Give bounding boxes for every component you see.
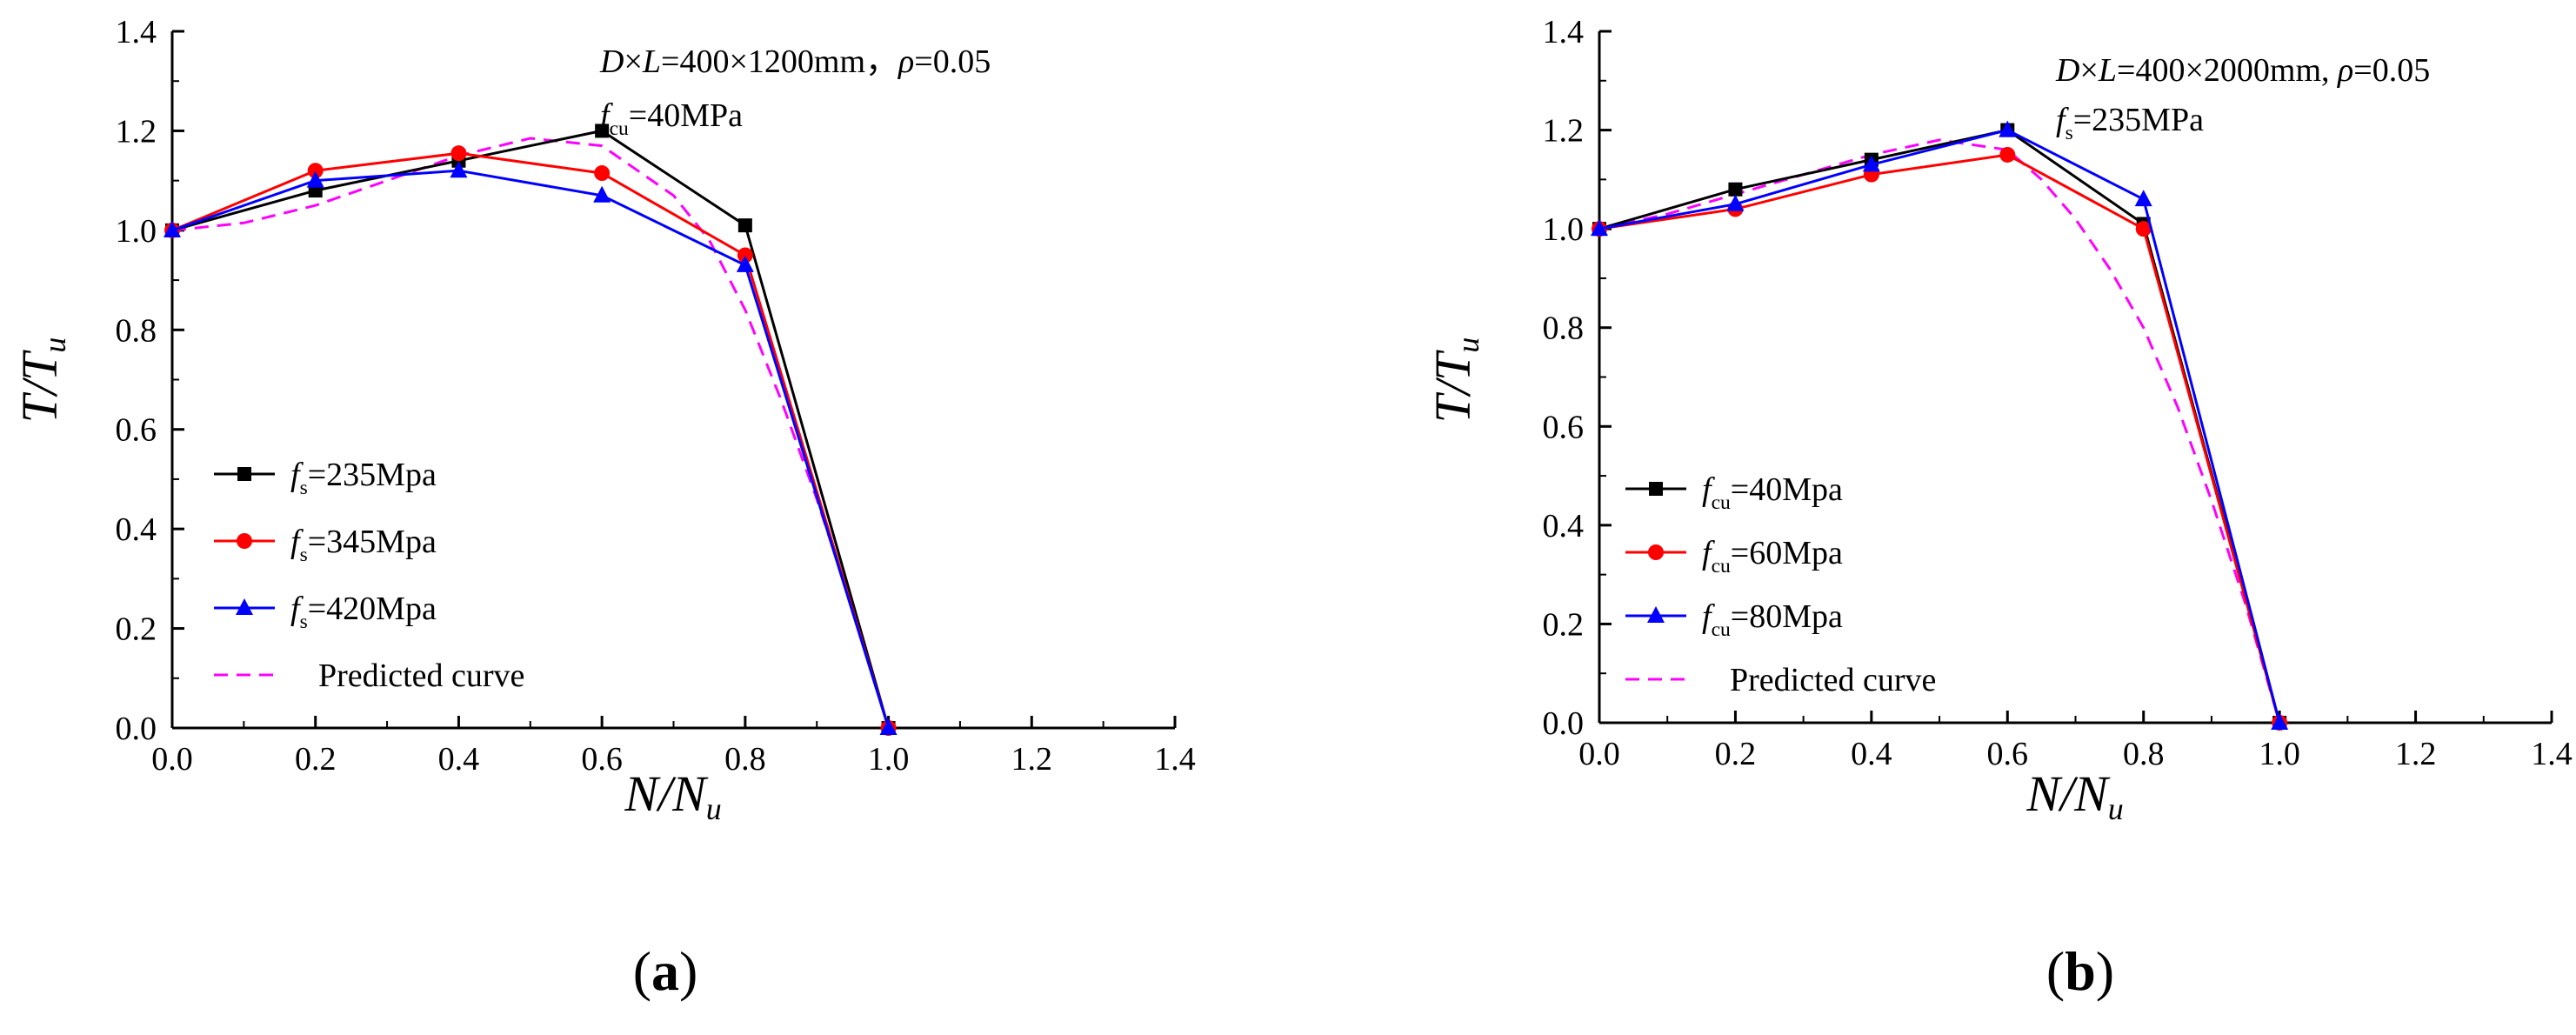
- panel-a-series-3-point: [736, 255, 754, 272]
- panel-a-predicted-curve: [171, 137, 891, 729]
- panel-b-series-3-point: [1591, 219, 1608, 237]
- panel-b-legend-marker: [1647, 606, 1665, 623]
- panel-a-legend: fs=235Mpa fs=345Mpa fs=420Mpa Predicted cur…: [214, 457, 524, 694]
- panel-a-series-3-point: [306, 170, 324, 188]
- panel-b-legend-label: fcu=40Mpa: [1702, 471, 1843, 514]
- panel-a-x-tick-label: 1.4: [1154, 741, 1196, 778]
- panel-a-y-tick-label: 1.2: [116, 113, 157, 150]
- panel-a-legend-label: Predicted curve: [318, 658, 524, 694]
- panel-a-series-3-point: [450, 161, 468, 178]
- panel-b-legend-marker: [1649, 482, 1663, 496]
- panel-b-x-tick-label: 0.6: [1987, 736, 2029, 772]
- panel-a: 0.0 0.2 0.4 0.6 0.8 1.0 1.2 1.4 0.0 0.2 0.4 0.6 0.8 1…: [11, 14, 1196, 1002]
- panel-b-series-1-point: [1728, 182, 1743, 197]
- panel-a-x-axis-title: N/Nu: [624, 765, 721, 826]
- panel-b-x-tick-label: 1.4: [2531, 736, 2573, 772]
- panel-a-y-tick-label: 1.4: [116, 14, 157, 50]
- panel-b-series-2-point: [2135, 221, 2152, 237]
- panel-b-x-tick-label: 0.4: [1851, 736, 1892, 772]
- panel-a-y-axis-title: T/Tu: [11, 337, 72, 424]
- panel-a-series-2-point: [737, 247, 753, 264]
- panel-a-x-tick-label: 0.2: [295, 741, 337, 778]
- panel-a-x-tick-label: 0.0: [151, 741, 193, 778]
- panel-a-series-2-point: [594, 165, 611, 182]
- panel-a-y-tick-label: 0.6: [116, 412, 157, 449]
- panel-a-annotation: D×L=400×1200mm，ρ=0.05: [599, 43, 991, 80]
- panel-a-series-3-point: [164, 220, 181, 237]
- panel-a-y-tick-label: 0.2: [116, 611, 157, 648]
- panel-a-x-tick-label: 0.6: [581, 741, 623, 778]
- panel-b-label: (b): [2046, 940, 2114, 1002]
- panel-b-y-tick-label: 0.6: [1543, 409, 1585, 445]
- panel-b-series-3: [1591, 120, 2289, 730]
- panel-b-y-axis-title: T/Tu: [1425, 337, 1485, 424]
- panel-b-y-tick-label: 0.2: [1543, 606, 1585, 643]
- panel-b-series-2: [1592, 146, 2288, 731]
- panel-b-series-3-point: [2271, 713, 2289, 730]
- panel-b-x-tick-label: 0.2: [1715, 736, 1757, 772]
- panel-a-legend-label: fs=235Mpa: [290, 457, 437, 499]
- panel-a-series-3: [164, 161, 898, 735]
- panel-b-x-tick-label: 1.2: [2395, 736, 2437, 772]
- panel-b-legend-marker: [1648, 544, 1664, 560]
- panel-b-series-3-point: [1999, 120, 2017, 137]
- panel-a-series-3-point: [593, 185, 611, 203]
- panel-a-legend-marker: [237, 533, 252, 549]
- panel-a-y-tick-label: 1.0: [116, 213, 157, 250]
- panel-b-x-tick-label: 0.8: [2123, 736, 2165, 772]
- panel-b-series-3-line: [1598, 129, 2281, 724]
- panel-b-legend-label: Predicted curve: [1730, 662, 1936, 698]
- panel-a-series-2-point: [450, 145, 467, 162]
- panel-b-series-2-point: [1999, 146, 2016, 163]
- panel-a-y-tick-label: 0.8: [116, 312, 157, 349]
- panel-b-x-axis-title: N/Nu: [2025, 765, 2123, 826]
- panel-b-y-tick-label: 0.0: [1543, 705, 1585, 742]
- panel-b-series-3-point: [1726, 194, 1745, 211]
- panel-b-y-tick-label: 1.0: [1543, 211, 1585, 248]
- panel-a-x-tick-label: 1.2: [1011, 741, 1053, 778]
- panel-b-y-tick-label: 0.4: [1543, 508, 1585, 544]
- panel-a-y-tick-label: 0.4: [116, 511, 157, 548]
- panel-a-legend-marker: [237, 467, 251, 481]
- panel-a-legend-label: fs=420Mpa: [290, 591, 437, 633]
- panel-a-series-3-point: [879, 718, 898, 735]
- panel-b-series-3-point: [2134, 190, 2152, 207]
- panel-b-predicted-curve: [1598, 138, 2281, 724]
- panel-b-x-tick-label: 0.0: [1578, 736, 1620, 772]
- panel-a-series-2-point: [307, 163, 324, 179]
- panel-a-x-tick-label: 1.0: [868, 741, 910, 778]
- panel-a-x-tick-label: 0.8: [724, 741, 766, 778]
- panel-b-series-2-line: [1598, 153, 2281, 724]
- panel-a-series-1-line: [171, 129, 891, 729]
- panel-b-legend-label: fcu=60Mpa: [1702, 535, 1843, 578]
- panel-b-y-tick-label: 1.2: [1543, 113, 1585, 150]
- panel-a-series-3-line: [171, 169, 891, 729]
- panel-a-legend-marker: [236, 598, 253, 615]
- panel-b-x-tick-label: 1.0: [2259, 736, 2300, 772]
- panel-a-legend-label: fs=345Mpa: [290, 524, 437, 566]
- panel-b-legend: fcu=40Mpa fcu=60Mpa fcu=80Mpa Predicted cur…: [1625, 471, 1936, 698]
- panel-a-y-tick-label: 0.0: [116, 711, 157, 747]
- panel-b-legend-label: fcu=80Mpa: [1702, 598, 1843, 641]
- panel-a-series-1-point: [737, 218, 752, 233]
- panel-b-y-tick-label: 0.8: [1543, 310, 1585, 347]
- panel-a-series-2: [164, 145, 897, 736]
- panel-b-series-3-point: [1862, 155, 1880, 172]
- panel-b-annotation: fs=235MPa: [2056, 102, 2204, 144]
- panel-a-series-1-point: [595, 124, 610, 138]
- panel-b-annotation: D×L=400×2000mm, ρ=0.05: [2055, 52, 2430, 89]
- panel-b: 0.0 0.2 0.4 0.6 0.8 1.0 1.2 1.4 0.0 0.2 0.4 0.6 0.8 1…: [1425, 14, 2573, 1002]
- panel-a-annotation: fcu=40MPa: [600, 97, 743, 140]
- panel-a-label: (a): [633, 940, 698, 1002]
- panel-a-series-2-line: [171, 151, 891, 729]
- panel-b-y-tick-label: 1.4: [1543, 14, 1585, 50]
- panel-a-x-tick-label: 0.4: [438, 741, 480, 778]
